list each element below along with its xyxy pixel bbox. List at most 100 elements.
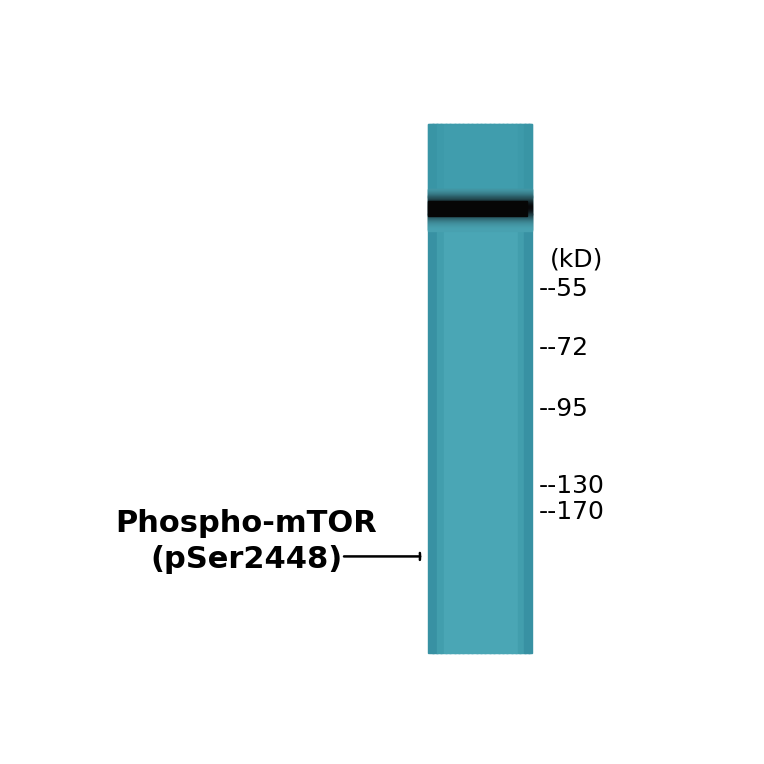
Bar (528, 124, 530, 653)
Bar (520, 124, 522, 653)
Bar (429, 229, 532, 230)
Bar (429, 219, 532, 220)
Bar (457, 124, 458, 653)
Bar (458, 124, 460, 653)
Bar (429, 201, 532, 202)
Bar (459, 124, 461, 653)
Bar (429, 216, 532, 217)
Bar (513, 124, 516, 653)
Bar (518, 124, 520, 653)
Bar (429, 204, 532, 205)
Bar (429, 198, 532, 199)
Bar (429, 199, 532, 200)
Bar (429, 223, 532, 224)
Bar (465, 124, 466, 653)
Text: --170: --170 (539, 500, 604, 524)
Bar (429, 194, 532, 195)
Bar (452, 124, 454, 653)
Bar (429, 207, 532, 208)
Bar (429, 214, 532, 215)
Bar (516, 124, 518, 653)
Bar (429, 216, 532, 218)
Bar (515, 124, 517, 653)
Bar (497, 124, 499, 653)
Bar (500, 124, 503, 653)
Bar (429, 189, 532, 190)
Bar (511, 124, 513, 653)
Bar (503, 124, 505, 653)
Bar (429, 205, 532, 206)
Bar (429, 210, 532, 212)
Bar (429, 219, 532, 221)
Bar (450, 124, 452, 653)
Bar (529, 124, 531, 653)
Bar (475, 124, 477, 653)
Bar (429, 192, 532, 193)
Bar (466, 124, 468, 653)
Text: --130: --130 (539, 474, 604, 498)
Bar (429, 202, 532, 204)
Bar (500, 124, 501, 653)
Bar (429, 198, 532, 199)
Bar (429, 227, 532, 228)
Bar (429, 212, 532, 213)
Bar (468, 124, 471, 653)
Bar (429, 213, 532, 214)
Bar (524, 124, 526, 653)
Bar (498, 124, 500, 653)
Bar (505, 124, 507, 653)
Bar (429, 124, 430, 653)
Bar (429, 215, 532, 216)
Bar (429, 213, 532, 215)
Bar (429, 226, 532, 228)
Bar (429, 212, 532, 213)
Bar (522, 124, 523, 653)
Bar (429, 211, 532, 212)
Bar (442, 124, 445, 653)
Bar (446, 124, 448, 653)
Bar (496, 124, 497, 653)
Text: Phospho-mTOR
(pSer2448): Phospho-mTOR (pSer2448) (115, 510, 377, 575)
Bar (478, 124, 479, 653)
Bar (493, 124, 495, 653)
Bar (429, 226, 532, 227)
Bar (476, 124, 478, 653)
Bar (449, 124, 451, 653)
Bar (480, 124, 482, 653)
Bar (429, 225, 532, 226)
Bar (429, 204, 532, 206)
Bar (429, 209, 532, 210)
Bar (429, 209, 532, 210)
Text: --95: --95 (539, 397, 588, 422)
Bar (510, 124, 512, 653)
Bar (429, 195, 532, 196)
Bar (484, 124, 486, 653)
Text: (kD): (kD) (550, 248, 604, 271)
Bar (492, 124, 494, 653)
Bar (506, 124, 508, 653)
Bar (442, 124, 443, 653)
Bar (429, 206, 532, 207)
Bar (519, 124, 521, 653)
Bar (507, 124, 509, 653)
Bar (429, 224, 532, 225)
Text: --55: --55 (539, 277, 588, 301)
Bar (429, 215, 532, 217)
Bar (429, 220, 532, 222)
Bar (429, 201, 532, 202)
Bar (444, 124, 445, 653)
Bar (435, 124, 436, 653)
Bar (470, 124, 471, 653)
Bar (513, 124, 514, 653)
Bar (429, 228, 532, 229)
Bar (429, 197, 532, 198)
Bar (471, 124, 473, 653)
Bar (429, 200, 532, 201)
Bar (433, 124, 435, 653)
Bar (526, 124, 529, 653)
Bar (431, 124, 432, 653)
Bar (429, 228, 532, 229)
Bar (429, 229, 532, 231)
Bar (429, 190, 532, 192)
Bar (448, 124, 449, 653)
